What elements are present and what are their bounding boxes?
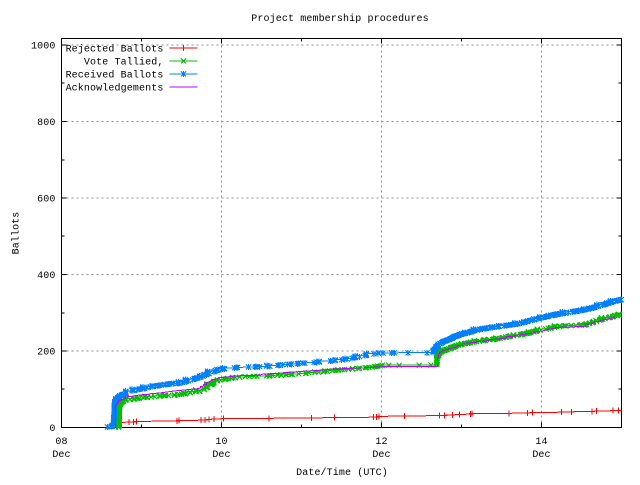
- svg-text:Dec: Dec: [212, 450, 230, 461]
- svg-text:Acknowledgements: Acknowledgements: [66, 83, 164, 95]
- svg-text:Project membership procedures: Project membership procedures: [251, 13, 429, 25]
- svg-text:Date/Time (UTC): Date/Time (UTC): [296, 467, 388, 479]
- svg-text:Received Ballots: Received Ballots: [66, 70, 164, 82]
- svg-text:12: 12: [375, 437, 387, 448]
- svg-text:400: 400: [37, 271, 55, 282]
- svg-text:200: 200: [37, 348, 55, 359]
- svg-text:Dec: Dec: [52, 450, 70, 461]
- svg-text:Vote Tallied,: Vote Tallied,: [84, 57, 164, 69]
- svg-text:600: 600: [37, 195, 55, 206]
- svg-text:1000: 1000: [31, 42, 55, 53]
- svg-text:Rejected Ballots: Rejected Ballots: [66, 44, 164, 56]
- svg-text:Dec: Dec: [532, 450, 550, 461]
- svg-text:10: 10: [215, 437, 227, 448]
- svg-text:08: 08: [55, 437, 67, 448]
- svg-text:Dec: Dec: [372, 450, 390, 461]
- svg-text:14: 14: [535, 437, 547, 448]
- svg-text:800: 800: [37, 118, 55, 129]
- svg-text:Ballots: Ballots: [11, 212, 23, 255]
- svg-text:0: 0: [49, 424, 55, 435]
